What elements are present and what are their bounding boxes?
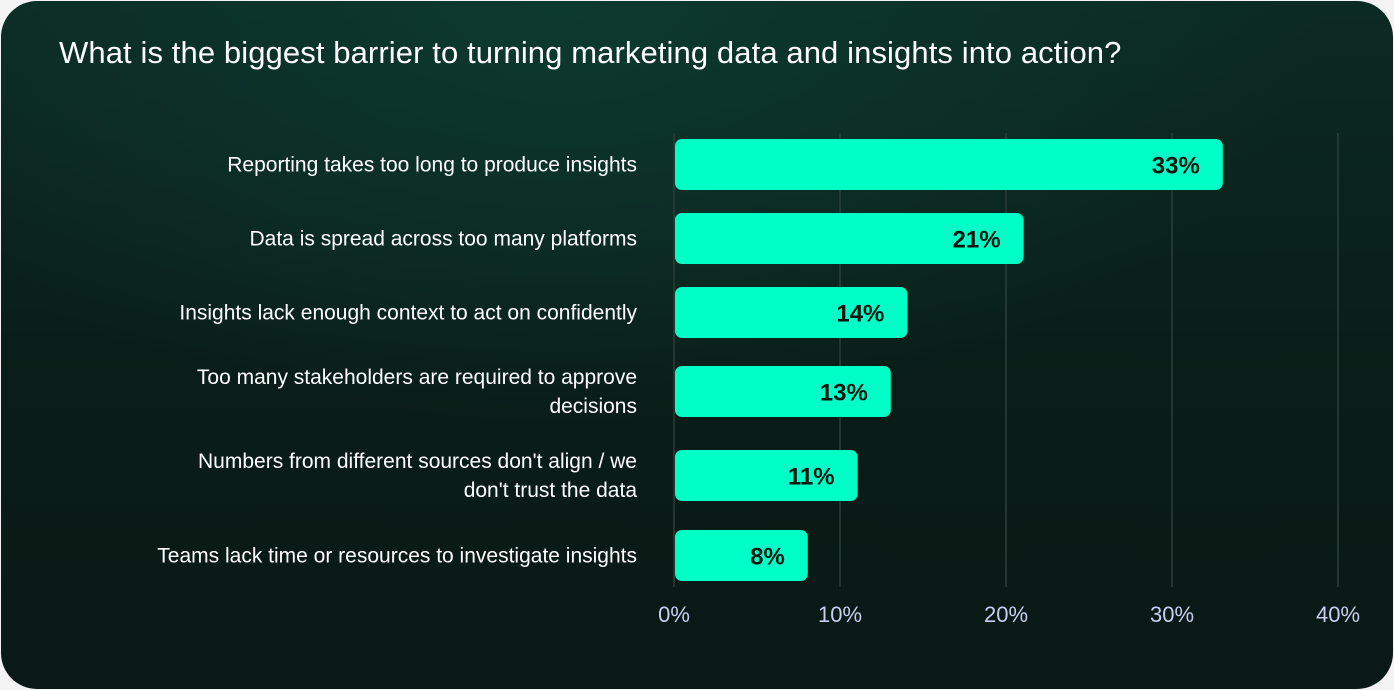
bar: [675, 287, 908, 338]
bar: [675, 213, 1024, 264]
category-label: Reporting takes too long to produce insi…: [227, 154, 637, 177]
x-tick-label: 10%: [818, 602, 862, 627]
category-label-line: decisions: [549, 395, 637, 418]
bar-value-label: 33%: [1152, 153, 1200, 180]
bar: [675, 530, 808, 581]
bar-value-label: 21%: [953, 227, 1001, 254]
x-tick-label: 30%: [1150, 602, 1194, 627]
category-label: Too many stakeholders are required to ap…: [197, 366, 637, 418]
x-tick-label: 0%: [658, 602, 690, 627]
category-label-line: Data is spread across too many platforms: [250, 228, 638, 251]
x-tick-label: 20%: [984, 602, 1028, 627]
category-label-line: Insights lack enough context to act on c…: [179, 302, 637, 325]
category-label: Insights lack enough context to act on c…: [179, 302, 637, 325]
chart-title: What is the biggest barrier to turning m…: [59, 35, 1122, 70]
bar-value-label: 8%: [750, 544, 785, 571]
bar-value-label: 11%: [788, 464, 835, 491]
bars: 33% 21% 14% 13% 11% 8%: [675, 139, 1223, 581]
bar: [675, 139, 1223, 190]
bar-value-label: 14%: [836, 301, 884, 328]
x-axis-ticks: 0% 10% 20% 30% 40%: [658, 602, 1360, 627]
category-label-line: Reporting takes too long to produce insi…: [227, 154, 637, 177]
bar-value-label: 13%: [820, 380, 868, 407]
category-label-line: don't trust the data: [464, 479, 638, 502]
category-labels: Reporting takes too long to produce insi…: [157, 154, 637, 568]
category-label-line: Numbers from different sources don't ali…: [198, 450, 637, 473]
category-label: Numbers from different sources don't ali…: [198, 450, 637, 502]
bar: [675, 366, 891, 417]
category-label-line: Too many stakeholders are required to ap…: [197, 366, 637, 389]
gridlines: [673, 133, 1339, 587]
category-label: Teams lack time or resources to investig…: [157, 545, 637, 568]
category-label: Data is spread across too many platforms: [250, 228, 638, 251]
category-label-line: Teams lack time or resources to investig…: [157, 545, 637, 568]
x-tick-label: 40%: [1316, 602, 1360, 627]
bar: [675, 450, 858, 501]
